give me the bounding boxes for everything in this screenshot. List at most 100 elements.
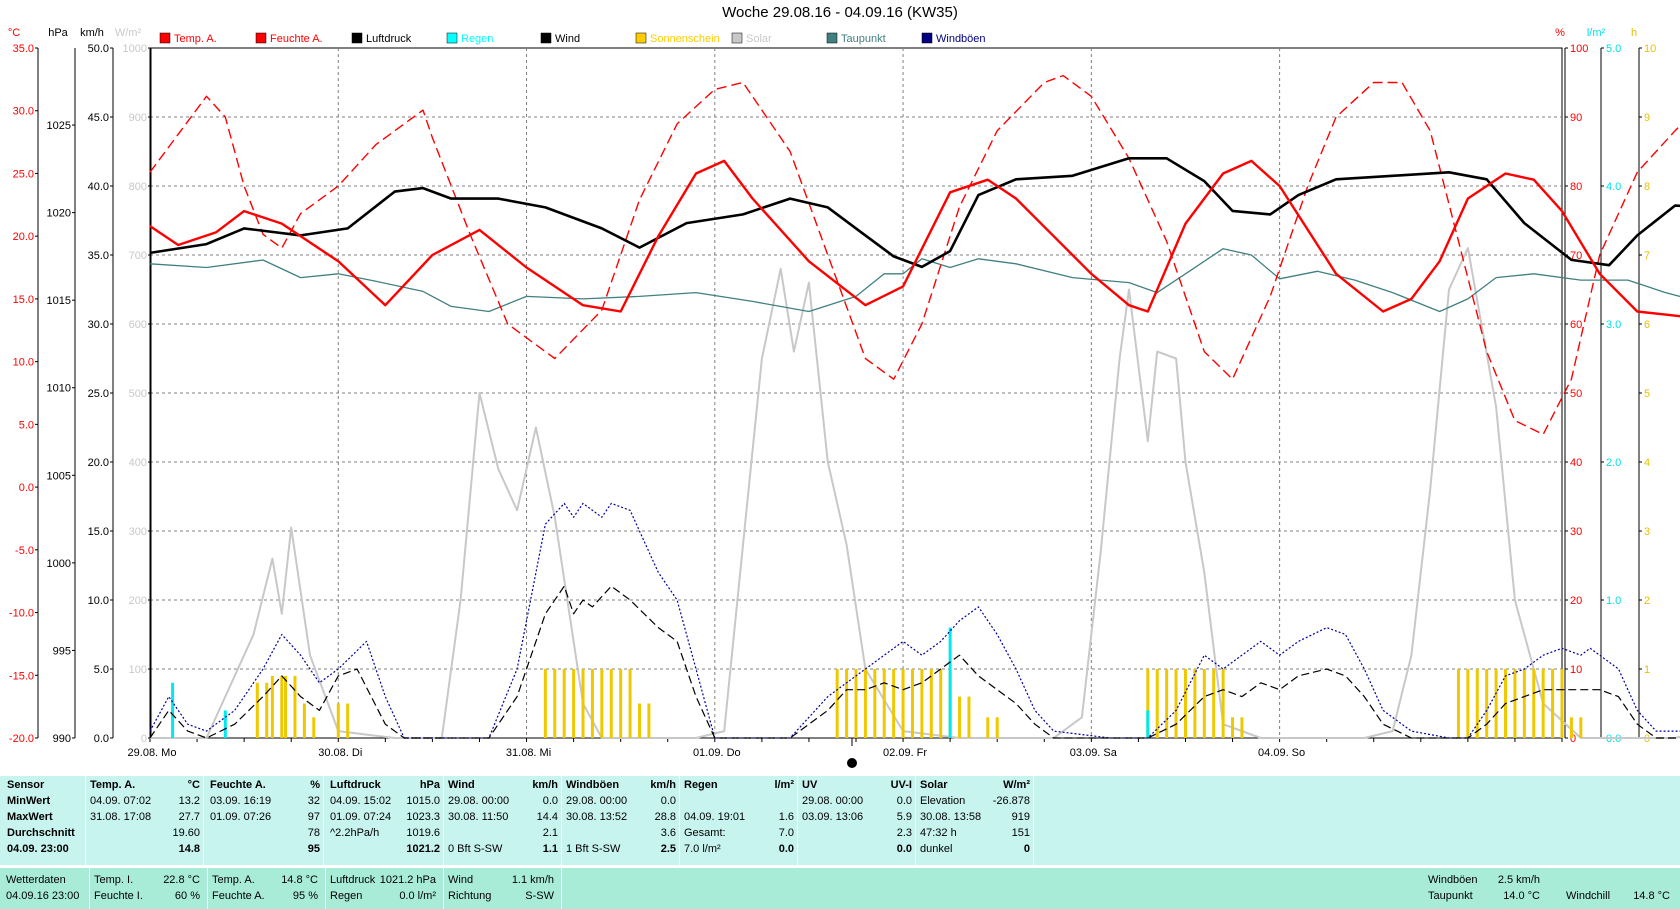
legend-swatch [826, 32, 838, 44]
y-tick-label: 30 [1570, 526, 1582, 538]
sunshine-bar [1456, 669, 1460, 738]
stats-value: 27.7 [178, 811, 200, 823]
stats-time: 04.09. 19:01 [684, 811, 746, 823]
stats-value: 2.3 [896, 827, 912, 839]
sunshine-bar [1494, 669, 1498, 738]
stats-value: 97 [307, 811, 320, 823]
x-tick-label: 29.08. Mo [128, 747, 177, 759]
sunshine-bar [1146, 669, 1150, 738]
y-tick-label: 50 [1570, 388, 1582, 400]
stats-unit: % [310, 779, 320, 791]
sunshine-bar [873, 669, 877, 738]
y-tick-label: 9 [1644, 112, 1650, 124]
legend-swatch [635, 32, 647, 44]
sunshine-bar [1522, 669, 1526, 738]
sunshine-bar [958, 696, 962, 738]
current-label: Temp. A. [212, 874, 255, 886]
y-tick-label: 90 [1570, 112, 1582, 124]
stats-value: 0.0 [542, 795, 558, 807]
sunshine-bar [1240, 717, 1244, 738]
sunshine-bar [1212, 669, 1216, 738]
y-tick-label: 30.0 [13, 106, 34, 118]
sunshine-bar [1466, 669, 1470, 738]
sunshine-bar [939, 669, 943, 738]
stats-time: dunkel [920, 843, 953, 855]
y-tick-label: 990 [53, 733, 71, 745]
stats-value: 7.0 [778, 827, 794, 839]
sunshine-bar [854, 669, 858, 738]
current-label: Wind [448, 874, 474, 886]
legend-label: Luftdruck [366, 33, 412, 45]
sunshine-bar [312, 717, 316, 738]
current-col-outdoor: Temp. A. 14.8 °C Feuchte A. 95 % [208, 868, 326, 909]
stats-value: 1019.6 [406, 827, 440, 839]
current-label: Luftdruck [330, 874, 376, 886]
sunshine-bar [255, 682, 259, 738]
y-tick-label: 1.0 [1606, 595, 1621, 607]
sunshine-bar [609, 669, 613, 738]
y-tick-label: 0 [1570, 733, 1576, 745]
chart-title: Woche 29.08.16 - 04.09.16 (KW35) [722, 4, 958, 21]
sunshine-bar [562, 669, 566, 738]
legend-label: Wind [555, 33, 580, 45]
current-label: Feuchte A. [212, 890, 265, 902]
sunshine-bar [270, 675, 274, 738]
stats-value: 1015.0 [406, 795, 440, 807]
sunshine-bar [628, 669, 632, 738]
legend-label: Temp. A. [174, 33, 217, 45]
current-value: 60 % [174, 890, 200, 902]
stats-row-label: 04.09. 23:00 [7, 843, 69, 855]
y-tick-label: 300 [129, 526, 147, 538]
current-value: 1.1 km/h [511, 874, 554, 886]
stats-value: -26.878 [992, 795, 1030, 807]
sunshine-bar [1202, 669, 1206, 738]
stats-time: Elevation [920, 795, 966, 807]
axis-unit-label: l/m² [1587, 27, 1606, 39]
current-col-windchill: Windchill 14.8 °C [1566, 868, 1674, 909]
x-tick-label: 02.09. Fr [883, 747, 927, 759]
y-tick-label: 0 [141, 733, 147, 745]
y-tick-label: 600 [129, 319, 147, 331]
y-tick-label: 20.0 [88, 457, 109, 469]
y-tick-label: 1000 [123, 43, 147, 55]
current-value: 04.09.16 23:00 [6, 890, 80, 902]
stats-time: 0 Bft S-SW [448, 843, 503, 855]
y-tick-label: 35.0 [88, 250, 109, 262]
sunshine-bar [336, 703, 340, 738]
stats-unit: UV-I [890, 779, 912, 791]
weather-chart: 29.08. Mo 30.08. Di 31.08. Mi 01.09. Do 02.0… [8, 27, 1680, 768]
legend-swatch [731, 32, 743, 44]
y-tick-label: -15.0 [9, 670, 34, 682]
stats-head: Luftdruck [330, 779, 381, 791]
x-tick-label: 03.09. Sa [1070, 747, 1118, 759]
y-tick-label: 40 [1570, 457, 1582, 469]
y-tick-label: 45.0 [88, 112, 109, 124]
sunshine-bar [284, 675, 288, 738]
stats-head: Windböen [566, 779, 620, 791]
stats-value: 14.8 [178, 843, 200, 855]
stats-value: 151 [1011, 827, 1030, 839]
sunshine-bar [581, 669, 585, 738]
sunshine-bar [302, 703, 306, 738]
stats-value: 2.1 [542, 827, 558, 839]
y-tick-label: 900 [129, 112, 147, 124]
y-tick-label: 25.0 [13, 168, 34, 180]
x-tick-label: 30.08. Di [318, 747, 362, 759]
current-col-wind: Wind 1.1 km/h Richtung S-SW [444, 868, 562, 909]
series-temp [149, 159, 1680, 318]
y-tick-label: 3.0 [1606, 319, 1621, 331]
series-solar [150, 247, 1680, 739]
y-tick-label: 1010 [47, 383, 71, 395]
y-tick-label: 5.0 [94, 664, 109, 676]
sunshine-bar [1165, 669, 1169, 738]
y-tick-label: 7 [1644, 250, 1650, 262]
stats-time: 30.08. 13:52 [566, 811, 628, 823]
sunshine-bar [280, 675, 284, 738]
y-tick-label: 400 [129, 457, 147, 469]
stats-time: 31.08. 17:08 [90, 811, 152, 823]
stats-time: 03.09. 16:19 [210, 795, 272, 807]
current-value: 1021.2 hPa [379, 874, 436, 886]
sunshine-bar [929, 669, 933, 738]
stats-head: Regen [684, 779, 718, 791]
current-value: 14.8 °C [281, 874, 318, 886]
